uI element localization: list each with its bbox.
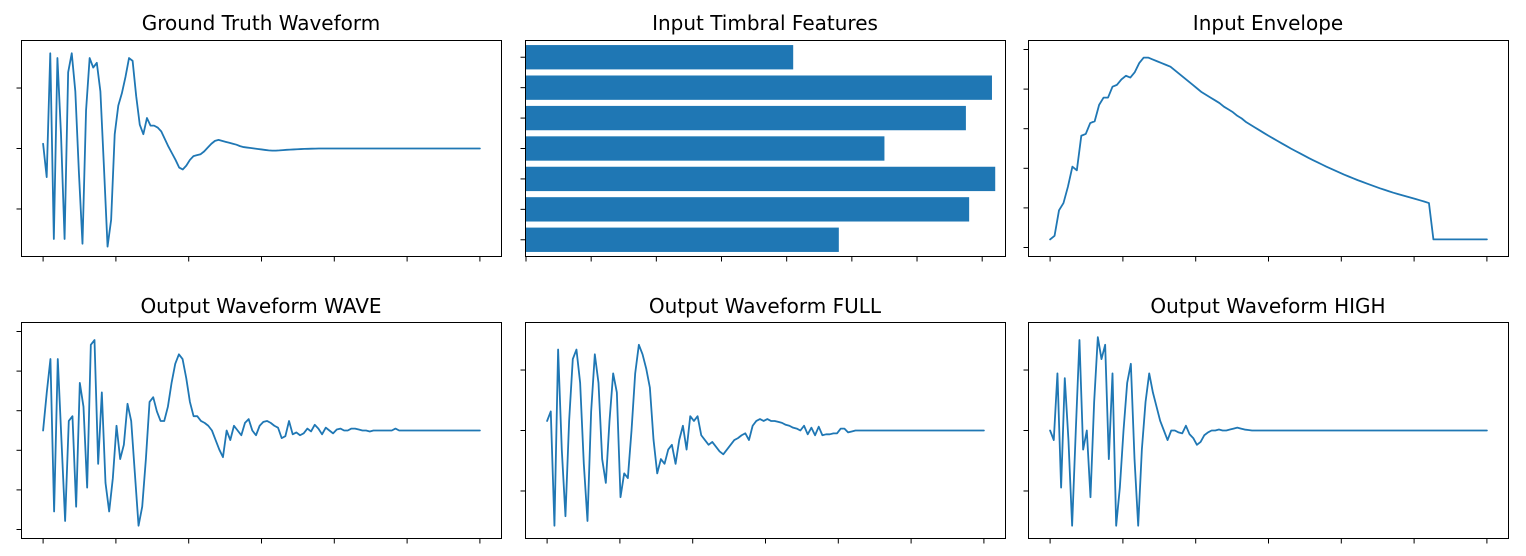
panel-input-envelope: Input Envelope: [1023, 11, 1509, 262]
feature-bar: [526, 136, 885, 161]
panel-title-output-waveform-wave: Output Waveform WAVE: [140, 294, 381, 318]
feature-bar: [526, 45, 794, 70]
input-envelope-marks: [1023, 49, 1488, 262]
output-waveform-full-marks: [520, 343, 985, 544]
panel-output-waveform-wave: Output Waveform WAVE: [16, 294, 502, 544]
series-line: [42, 52, 481, 248]
panel-input-timbral-features: Input Timbral Features: [520, 11, 1006, 262]
feature-bar: [526, 227, 839, 252]
output-waveform-high-axes-frame: [1028, 322, 1509, 539]
input-timbral-features-axes-frame: [525, 40, 1006, 257]
input-envelope-axes-frame: [1028, 40, 1509, 257]
panel-title-output-waveform-high: Output Waveform HIGH: [1150, 294, 1385, 318]
series-line: [546, 343, 985, 527]
output-waveform-high-marks: [1023, 336, 1488, 544]
feature-bar: [526, 105, 966, 131]
ground-truth-waveform-marks: [16, 52, 481, 262]
panel-output-waveform-high: Output Waveform HIGH: [1023, 294, 1509, 544]
panel-title-output-waveform-full: Output Waveform FULL: [649, 294, 882, 318]
series-line: [1049, 56, 1488, 241]
series-line: [1049, 336, 1488, 527]
series-line: [42, 339, 481, 527]
ground-truth-waveform-axes-frame: [21, 40, 502, 257]
panel-ground-truth-waveform: Ground Truth Waveform: [16, 11, 502, 262]
panel-output-waveform-full: Output Waveform FULL: [520, 294, 1006, 544]
input-timbral-features-marks: [520, 45, 996, 262]
panel-title-input-timbral-features: Input Timbral Features: [652, 11, 878, 35]
output-waveform-wave-axes-frame: [21, 322, 502, 539]
output-waveform-wave-marks: [16, 331, 481, 544]
feature-bar: [526, 75, 992, 100]
output-waveform-full-axes-frame: [525, 322, 1006, 539]
panel-title-ground-truth-waveform: Ground Truth Waveform: [142, 11, 381, 35]
panel-title-input-envelope: Input Envelope: [1193, 11, 1343, 35]
feature-bar: [526, 197, 970, 222]
feature-bar: [526, 166, 996, 192]
